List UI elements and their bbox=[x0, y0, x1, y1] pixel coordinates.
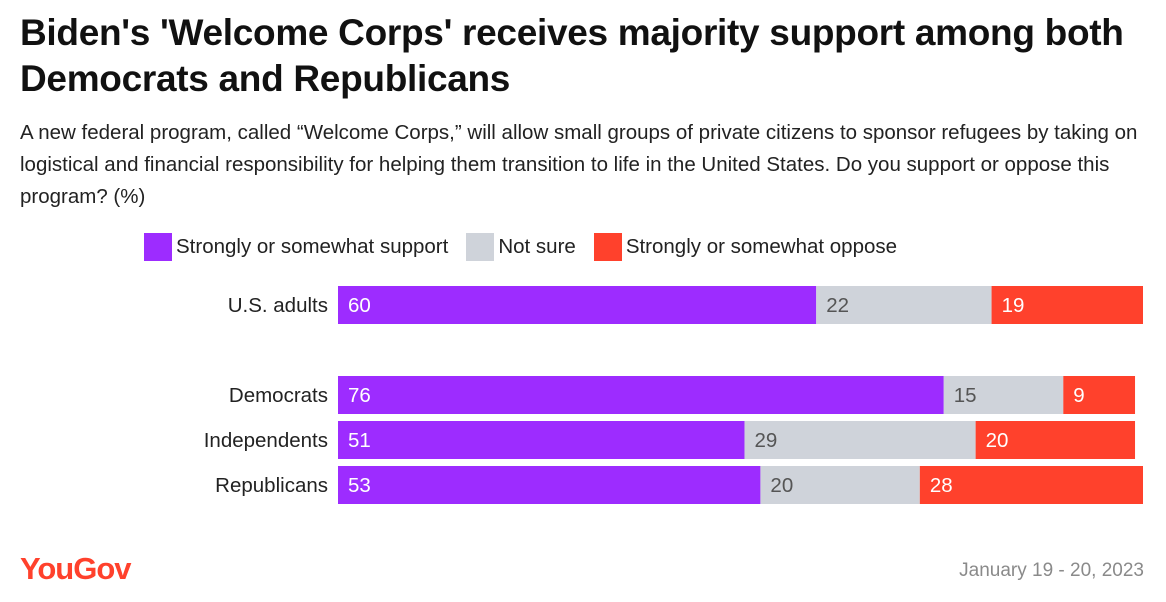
stacked-bar-chart: U.S. adults 60 22 19 Democrats 76 15 9 Independe… bbox=[204, 286, 1143, 504]
value-label-independents-not-sure: 29 bbox=[754, 429, 777, 452]
bar-republicans-not-sure bbox=[760, 466, 920, 504]
value-label-u-s-adults-strongly-or-somewhat-oppose: 19 bbox=[1002, 294, 1025, 317]
chart-subtitle: A new federal program, called “Welcome C… bbox=[20, 121, 1138, 208]
bar-independents-strongly-or-somewhat-oppose bbox=[975, 421, 1136, 459]
value-label-u-s-adults-not-sure: 22 bbox=[826, 294, 849, 317]
legend-swatch-support bbox=[144, 233, 172, 261]
value-label-independents-strongly-or-somewhat-support: 51 bbox=[348, 429, 371, 452]
legend-item-support: Strongly or somewhat support bbox=[144, 233, 448, 261]
bar-democrats-strongly-or-somewhat-oppose bbox=[1063, 376, 1136, 414]
legend-item-not-sure: Not sure bbox=[466, 233, 576, 261]
value-label-republicans-strongly-or-somewhat-support: 53 bbox=[348, 474, 371, 497]
legend: Strongly or somewhat support Not sure St… bbox=[144, 233, 915, 261]
category-label-independents: Independents bbox=[204, 429, 328, 452]
value-label-democrats-not-sure: 15 bbox=[954, 384, 977, 407]
bar-democrats-strongly-or-somewhat-support bbox=[338, 376, 944, 414]
yougov-logo: YouGov bbox=[20, 551, 132, 586]
legend-label-not-sure: Not sure bbox=[498, 235, 576, 258]
category-label-democrats: Democrats bbox=[229, 384, 328, 407]
bar-republicans-strongly-or-somewhat-support bbox=[338, 466, 761, 504]
value-label-independents-strongly-or-somewhat-oppose: 20 bbox=[986, 429, 1009, 452]
bar-u-s-adults-not-sure bbox=[816, 286, 992, 324]
legend-swatch-not-sure bbox=[466, 233, 495, 261]
bar-republicans-strongly-or-somewhat-oppose bbox=[919, 466, 1143, 504]
legend-label-support: Strongly or somewhat support bbox=[176, 235, 449, 258]
bar-independents-not-sure bbox=[744, 421, 976, 459]
value-label-republicans-not-sure: 20 bbox=[770, 474, 793, 497]
bar-u-s-adults-strongly-or-somewhat-support bbox=[338, 286, 817, 324]
category-label-u-s-adults: U.S. adults bbox=[228, 294, 328, 317]
bar-independents-strongly-or-somewhat-support bbox=[338, 421, 745, 459]
survey-date: January 19 - 20, 2023 bbox=[959, 560, 1144, 581]
chart-title: Biden's 'Welcome Corps' receives majorit… bbox=[20, 12, 1124, 99]
bar-democrats-not-sure bbox=[943, 376, 1064, 414]
value-label-democrats-strongly-or-somewhat-oppose: 9 bbox=[1073, 384, 1084, 407]
value-label-u-s-adults-strongly-or-somewhat-support: 60 bbox=[348, 294, 371, 317]
legend-item-oppose: Strongly or somewhat oppose bbox=[593, 233, 898, 261]
legend-label-oppose: Strongly or somewhat oppose bbox=[625, 235, 898, 258]
legend-swatch-oppose bbox=[593, 233, 622, 261]
value-label-republicans-strongly-or-somewhat-oppose: 28 bbox=[930, 474, 953, 497]
value-label-democrats-strongly-or-somewhat-support: 76 bbox=[348, 384, 371, 407]
bar-u-s-adults-strongly-or-somewhat-oppose bbox=[991, 286, 1143, 324]
category-label-republicans: Republicans bbox=[215, 474, 328, 497]
